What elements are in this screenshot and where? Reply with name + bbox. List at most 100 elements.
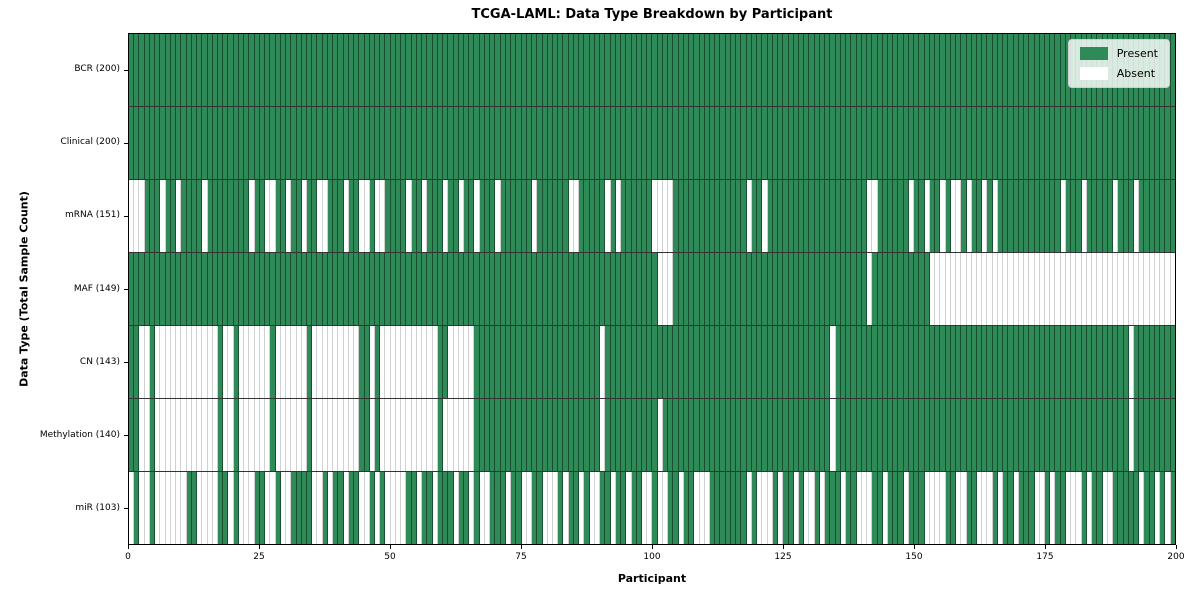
- heatmap-cell: [265, 253, 271, 325]
- heatmap-cell: [474, 180, 480, 252]
- heatmap-cell: [641, 472, 648, 544]
- heatmap-cell: [914, 472, 920, 544]
- heatmap-cell: [898, 399, 904, 471]
- heatmap-cell: [547, 399, 553, 471]
- heatmap-cell: [689, 34, 695, 106]
- heatmap-cell: [621, 107, 627, 179]
- heatmap-cell: [369, 253, 376, 325]
- heatmap-cell: [312, 472, 318, 544]
- heatmap-cell: [1144, 326, 1150, 398]
- heatmap-cell: [176, 34, 182, 106]
- heatmap-cell: [1144, 107, 1150, 179]
- heatmap-cell: [898, 180, 904, 252]
- heatmap-cell: [1003, 34, 1009, 106]
- heatmap-cell: [783, 180, 789, 252]
- heatmap-cell: [736, 107, 742, 179]
- heatmap-cell: [552, 180, 559, 252]
- heatmap-cell: [233, 253, 239, 325]
- heatmap-cell: [715, 180, 721, 252]
- heatmap-cell: [1107, 107, 1114, 179]
- heatmap-cell: [395, 180, 402, 252]
- heatmap-cell: [511, 399, 517, 471]
- heatmap-cell: [924, 326, 930, 398]
- heatmap-cell: [840, 253, 847, 325]
- heatmap-cell: [144, 253, 150, 325]
- heatmap-cell: [275, 253, 281, 325]
- heatmap-cell: [165, 253, 171, 325]
- heatmap-cell: [919, 107, 925, 179]
- heatmap-cell: [699, 34, 705, 106]
- heatmap-cell: [903, 472, 909, 544]
- heatmap-cell: [1081, 253, 1087, 325]
- heatmap-cell: [270, 180, 276, 252]
- heatmap-cell: [919, 326, 925, 398]
- heatmap-cell: [615, 107, 622, 179]
- heatmap-cell: [244, 253, 250, 325]
- heatmap-cell: [359, 472, 365, 544]
- heatmap-cell: [908, 472, 915, 544]
- heatmap-cell: [228, 472, 234, 544]
- heatmap-cell: [835, 326, 841, 398]
- heatmap-cell: [1018, 180, 1025, 252]
- heatmap-cell: [992, 326, 998, 398]
- heatmap-cell: [982, 34, 988, 106]
- heatmap-cell: [327, 326, 334, 398]
- heatmap-cell: [464, 107, 470, 179]
- heatmap-cell: [406, 253, 412, 325]
- heatmap-cell: [1086, 180, 1093, 252]
- heatmap-cell: [212, 107, 218, 179]
- heatmap-cell: [772, 253, 779, 325]
- heatmap-cell: [898, 253, 904, 325]
- heatmap-cell: [427, 107, 433, 179]
- heatmap-cell: [689, 326, 695, 398]
- heatmap-cell: [500, 253, 506, 325]
- heatmap-cell: [997, 107, 1004, 179]
- heatmap-cell: [887, 107, 894, 179]
- heatmap-cell: [1170, 399, 1175, 471]
- heatmap-cell: [479, 253, 485, 325]
- heatmap-cell: [369, 472, 376, 544]
- heatmap-cell: [364, 399, 370, 471]
- heatmap-cell: [238, 326, 245, 398]
- heatmap-cell: [919, 34, 925, 106]
- heatmap-cell: [458, 326, 464, 398]
- heatmap-cell: [338, 399, 344, 471]
- heatmap-cell: [170, 472, 177, 544]
- heatmap-cell: [306, 107, 313, 179]
- heatmap-cell: [291, 107, 297, 179]
- heatmap-cell: [605, 107, 611, 179]
- heatmap-cell: [202, 107, 208, 179]
- heatmap-cell: [474, 253, 480, 325]
- heatmap-cell: [186, 472, 192, 544]
- heatmap-cell: [448, 399, 454, 471]
- heatmap-cell: [479, 399, 485, 471]
- heatmap-cell: [950, 180, 957, 252]
- heatmap-cell: [683, 253, 690, 325]
- heatmap-cell: [1045, 472, 1051, 544]
- heatmap-cell: [202, 326, 208, 398]
- heatmap-cell: [1013, 399, 1019, 471]
- x-axis-title: Participant: [617, 572, 687, 585]
- heatmap-cell: [877, 34, 883, 106]
- heatmap-cell: [621, 326, 627, 398]
- heatmap-cell: [1065, 326, 1072, 398]
- heatmap-cell: [500, 326, 506, 398]
- heatmap-cell: [772, 180, 779, 252]
- heatmap-cell: [699, 399, 705, 471]
- heatmap-cell: [1113, 253, 1119, 325]
- heatmap-cell: [1165, 399, 1171, 471]
- heatmap-cell: [851, 326, 857, 398]
- heatmap-cell: [1081, 107, 1087, 179]
- heatmap-cell: [1102, 107, 1108, 179]
- heatmap-cell: [526, 326, 533, 398]
- heatmap-cell: [1003, 326, 1009, 398]
- heatmap-cell: [997, 34, 1004, 106]
- heatmap-cell: [217, 34, 224, 106]
- heatmap-cell: [1039, 180, 1046, 252]
- heatmap-cell: [537, 253, 543, 325]
- heatmap-cell: [207, 34, 213, 106]
- heatmap-cell: [385, 34, 391, 106]
- y-tick-label: BCR (200): [74, 64, 120, 75]
- x-tick-mark: [783, 545, 784, 549]
- heatmap-cell: [741, 253, 747, 325]
